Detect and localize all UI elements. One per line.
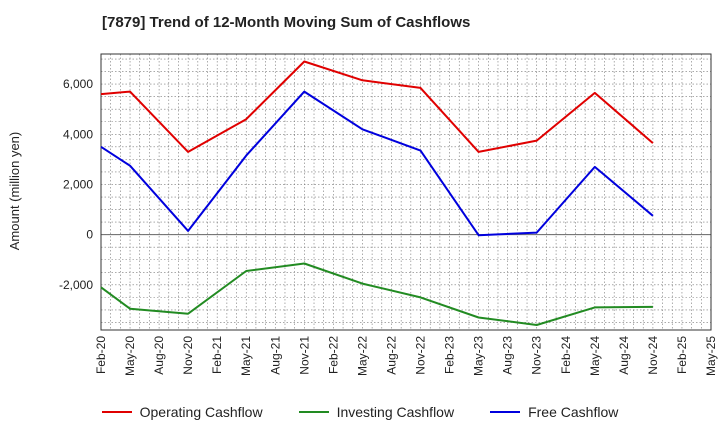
x-tick-label: May-25 bbox=[704, 336, 718, 376]
legend-item: Investing Cashflow bbox=[298, 404, 455, 420]
legend-item: Free Cashflow bbox=[490, 404, 618, 420]
y-tick-label: 2,000 bbox=[63, 177, 93, 191]
x-tick-label: Aug-24 bbox=[617, 336, 631, 375]
legend-swatch bbox=[490, 411, 521, 413]
x-tick-label: May-24 bbox=[588, 336, 602, 376]
x-tick-label: Feb-21 bbox=[210, 336, 224, 374]
y-tick-label: 0 bbox=[86, 228, 93, 242]
x-tick-label: May-21 bbox=[239, 336, 253, 376]
x-tick-label: Nov-23 bbox=[530, 336, 544, 375]
plot-area-frame bbox=[100, 53, 712, 331]
x-tick-label: Nov-24 bbox=[646, 336, 660, 375]
chart-title: [7879] Trend of 12-Month Moving Sum of C… bbox=[102, 14, 471, 31]
x-tick-labels: Feb-20 May-20 Aug-20 Nov-20 Feb-21 May-21 Aug-… bbox=[94, 336, 718, 376]
legend-swatch bbox=[101, 411, 132, 413]
x-tick-label: May-22 bbox=[355, 336, 369, 376]
series-line-operating-cashflow bbox=[100, 60, 654, 153]
x-tick-label: Aug-22 bbox=[384, 336, 398, 375]
y-axis-label: Amount (million yen) bbox=[7, 132, 22, 251]
y-tick-label: 4,000 bbox=[63, 127, 93, 141]
x-tick-label: May-23 bbox=[472, 336, 486, 376]
y-tick-labels: -2,000 0 2,000 4,000 6,000 bbox=[59, 77, 93, 292]
x-tick-label: Aug-23 bbox=[501, 336, 515, 375]
y-tick-label: 6,000 bbox=[63, 77, 93, 91]
legend-swatch bbox=[298, 411, 329, 413]
x-tick-label: Aug-20 bbox=[152, 336, 166, 375]
y-tick-label: -2,000 bbox=[59, 278, 93, 292]
x-tick-label: Nov-21 bbox=[297, 336, 311, 375]
series-line-free-cashflow bbox=[100, 90, 654, 237]
x-tick-label: Aug-21 bbox=[268, 336, 282, 375]
x-tick-label: Nov-20 bbox=[181, 336, 195, 375]
series-lines bbox=[100, 60, 654, 326]
series-line-investing-cashflow bbox=[100, 262, 653, 326]
grid-lines bbox=[101, 54, 711, 330]
x-tick-label: Feb-22 bbox=[326, 336, 340, 374]
x-tick-label: Feb-23 bbox=[443, 336, 457, 374]
legend-item: Operating Cashflow bbox=[101, 404, 263, 420]
x-tick-label: Feb-20 bbox=[94, 336, 108, 374]
x-tick-label: May-20 bbox=[123, 336, 137, 376]
x-tick-label: Feb-25 bbox=[675, 336, 689, 374]
legend-label: Operating Cashflow bbox=[139, 404, 263, 420]
legend-label: Free Cashflow bbox=[528, 404, 619, 420]
x-tick-label: Nov-22 bbox=[414, 336, 428, 375]
legend: Operating Cashflow Investing Cashflow Free… bbox=[0, 404, 720, 420]
x-tick-label: Feb-24 bbox=[559, 336, 573, 374]
legend-label: Investing Cashflow bbox=[336, 404, 455, 420]
